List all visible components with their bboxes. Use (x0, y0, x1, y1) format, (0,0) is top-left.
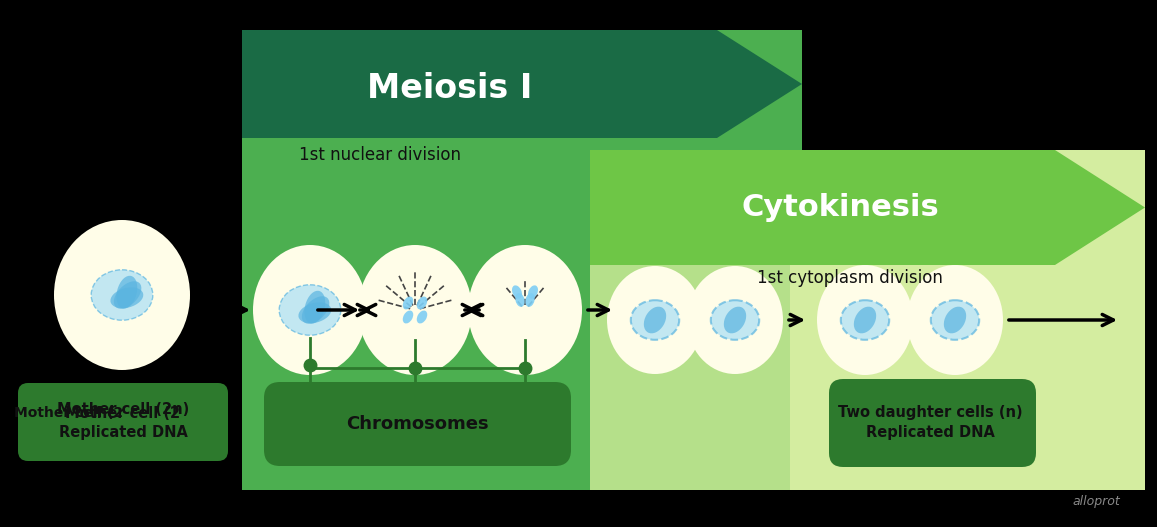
Ellipse shape (417, 310, 427, 324)
Ellipse shape (930, 300, 979, 340)
Ellipse shape (607, 266, 703, 374)
FancyBboxPatch shape (830, 379, 1036, 467)
Ellipse shape (841, 300, 890, 340)
Ellipse shape (643, 307, 666, 334)
Polygon shape (590, 150, 1145, 265)
Text: alloprot: alloprot (1073, 495, 1120, 508)
Ellipse shape (525, 293, 535, 307)
Ellipse shape (817, 265, 913, 375)
Text: Meiosis I: Meiosis I (367, 72, 532, 104)
Ellipse shape (110, 287, 143, 308)
Polygon shape (242, 30, 802, 138)
FancyBboxPatch shape (19, 383, 228, 461)
Ellipse shape (513, 285, 522, 299)
Polygon shape (790, 150, 1145, 490)
Text: Two daughter cells (n): Two daughter cells (n) (838, 405, 1023, 421)
Ellipse shape (528, 285, 538, 299)
Ellipse shape (304, 291, 325, 324)
Ellipse shape (253, 245, 367, 375)
Text: Chromosomes: Chromosomes (346, 415, 488, 433)
Ellipse shape (515, 293, 525, 307)
Ellipse shape (403, 297, 413, 309)
Ellipse shape (302, 296, 330, 324)
Ellipse shape (117, 276, 138, 309)
Ellipse shape (417, 297, 427, 309)
Text: Mother cell (2n): Mother cell (2n) (57, 403, 189, 417)
Ellipse shape (358, 245, 472, 375)
FancyBboxPatch shape (264, 382, 572, 466)
Text: Mother cell (2: Mother cell (2 (66, 405, 180, 421)
Ellipse shape (944, 307, 966, 334)
Ellipse shape (710, 300, 759, 340)
Ellipse shape (299, 302, 331, 323)
Text: 1st nuclear division: 1st nuclear division (299, 146, 460, 164)
Ellipse shape (113, 281, 141, 309)
Ellipse shape (467, 245, 582, 375)
Ellipse shape (907, 265, 1003, 375)
Ellipse shape (724, 307, 746, 334)
Text: Mother cell (2: Mother cell (2 (14, 406, 123, 420)
Polygon shape (242, 30, 802, 490)
Text: 1st cytoplasm division: 1st cytoplasm division (757, 269, 943, 287)
Ellipse shape (403, 310, 413, 324)
Polygon shape (590, 150, 1145, 490)
Ellipse shape (631, 300, 679, 340)
Ellipse shape (687, 266, 783, 374)
Ellipse shape (279, 285, 341, 335)
Text: Replicated DNA: Replicated DNA (59, 425, 187, 440)
Text: Replicated DNA: Replicated DNA (865, 425, 994, 441)
Ellipse shape (91, 270, 153, 320)
Ellipse shape (54, 220, 190, 370)
Text: Cytokinesis: Cytokinesis (742, 193, 938, 222)
Ellipse shape (854, 307, 876, 334)
